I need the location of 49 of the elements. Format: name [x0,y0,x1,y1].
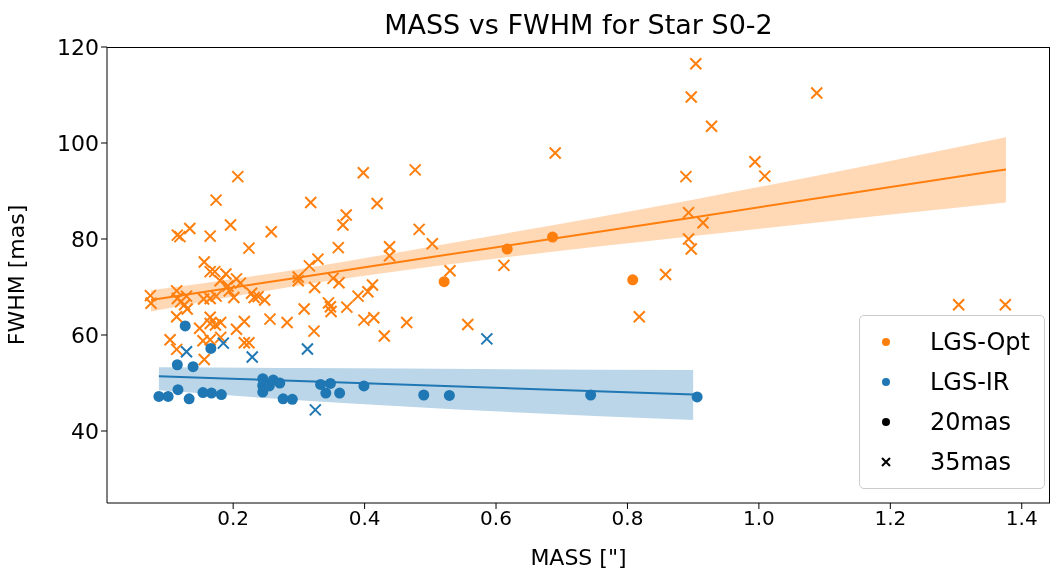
legend-label: LGS-Opt [929,328,1030,356]
point [443,389,455,401]
point [179,320,191,332]
point [418,389,430,401]
point [585,389,597,401]
point [315,378,327,390]
legend-label: 20mas [929,408,1012,436]
point [153,390,165,402]
point [216,336,230,350]
y-tick-label: 40 [71,418,99,444]
point [286,393,298,405]
y-tick-label: 120 [57,34,99,60]
legend-label: 35mas [929,448,1012,476]
point [187,361,199,373]
point [205,342,217,354]
point [358,380,370,392]
y-tick-label: 80 [71,226,99,252]
point [162,390,174,402]
point [245,350,259,364]
point [300,342,314,356]
point [215,389,227,401]
x-tick-label: 1.2 [874,506,907,531]
point [171,359,183,371]
point [274,377,286,389]
x-tick-label: 0.6 [480,506,512,531]
y-tick-label: 100 [57,130,99,156]
x-tick-label: 1.0 [742,506,775,531]
point [183,393,195,405]
y-tick-label: 60 [71,322,99,348]
point [438,276,450,288]
point [172,384,184,396]
chart-title: MASS vs FWHM for Star S0-2 [383,8,774,42]
point [180,345,194,359]
x-tick-label: 0.8 [611,506,644,531]
legend-label: LGS-IR [929,368,1010,396]
x-tick-label: 0.4 [348,506,381,531]
x-axis-title: MASS ["] [530,545,627,570]
point [334,387,346,399]
point [501,243,513,255]
point [308,403,322,417]
point [627,274,639,286]
point [480,332,494,346]
x-tick-label: 0.2 [217,506,250,531]
point [691,391,703,403]
point [320,387,332,399]
point [547,231,559,243]
point [324,377,336,389]
y-axis-title: FWHM [mas] [3,204,29,346]
x-tick-label: 1.4 [1005,506,1038,531]
